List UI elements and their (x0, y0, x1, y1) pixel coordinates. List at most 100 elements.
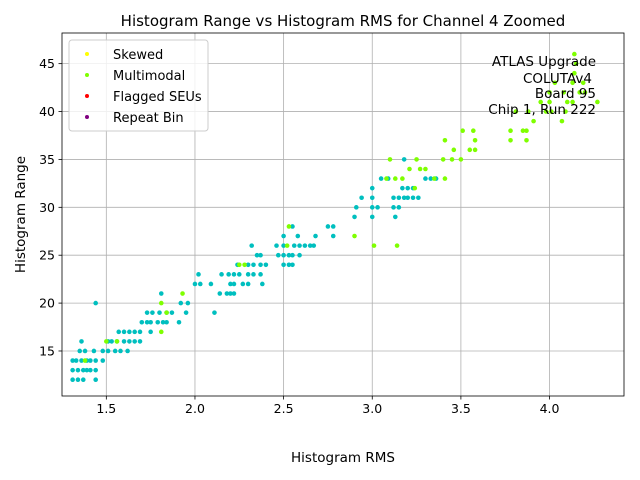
data-point-normal (228, 281, 233, 287)
data-point-multimodal (543, 109, 549, 114)
data-point-normal (251, 272, 256, 277)
data-point-normal (176, 319, 182, 325)
data-point-normal (219, 272, 224, 277)
legend-marker-repeat-bin (85, 115, 89, 119)
data-point-normal (405, 195, 411, 201)
data-point-multimodal (412, 185, 418, 191)
data-point-normal (185, 300, 191, 306)
data-point-multimodal (114, 339, 120, 344)
data-point-normal (286, 252, 292, 258)
legend-label-multimodal: Multimodal (113, 69, 185, 84)
data-point-normal (263, 262, 269, 268)
data-point-normal (79, 339, 84, 344)
y-tick-label: 40 (39, 104, 55, 119)
data-point-normal (116, 329, 122, 335)
data-point-normal (148, 329, 153, 335)
data-point-normal (369, 185, 375, 191)
data-point-multimodal (82, 358, 88, 363)
data-point-normal (109, 339, 114, 344)
data-point-multimodal (284, 243, 290, 248)
data-point-normal (260, 281, 265, 287)
data-point-normal (75, 377, 81, 383)
data-point-multimodal (449, 157, 455, 162)
y-tick-label: 45 (39, 56, 55, 71)
y-tick-label: 25 (39, 248, 55, 263)
data-point-normal (236, 272, 242, 277)
data-point-normal (150, 310, 155, 315)
data-point-normal (281, 243, 286, 248)
y-tick-label: 30 (39, 200, 55, 215)
data-point-normal (112, 348, 118, 354)
data-point-multimodal (582, 90, 588, 95)
data-point-multimodal (458, 157, 464, 162)
chart-title: Histogram Range vs Histogram RMS for Cha… (121, 12, 566, 30)
data-point-normal (295, 233, 301, 239)
data-point-normal (139, 319, 145, 325)
y-axis-label: Histogram Range (13, 156, 29, 273)
data-point-normal (155, 319, 161, 325)
data-point-multimodal (577, 90, 582, 95)
data-point-normal (391, 195, 396, 201)
data-point-normal (249, 243, 254, 248)
data-point-multimodal (467, 147, 473, 153)
legend-label-skewed: Skewed (113, 48, 163, 63)
annotation-line-4: Chip 1, Run 222 (488, 102, 596, 118)
data-point-normal (375, 205, 380, 210)
data-point-normal (290, 224, 295, 229)
data-point-normal (396, 195, 402, 201)
data-point-normal (369, 195, 375, 201)
y-tick-label: 15 (39, 343, 55, 358)
data-point-multimodal (520, 128, 526, 133)
data-point-multimodal (531, 118, 536, 124)
legend-label-repeat-bin: Repeat Bin (113, 111, 184, 126)
data-point-multimodal (414, 157, 419, 162)
data-point-multimodal (180, 291, 185, 296)
data-point-multimodal (572, 51, 577, 57)
data-point-normal (118, 348, 123, 354)
annotation-line-1: ATLAS Upgrade (492, 54, 596, 70)
data-point-multimodal (595, 99, 600, 105)
data-point-normal (240, 281, 246, 287)
data-point-normal (157, 310, 162, 315)
data-point-normal (82, 348, 88, 354)
data-point-normal (352, 214, 357, 220)
data-points-layer (70, 51, 600, 383)
data-point-normal (245, 262, 251, 268)
data-point-multimodal (432, 176, 437, 181)
data-point-multimodal (549, 109, 554, 114)
data-point-normal (254, 252, 260, 258)
x-axis-label: Histogram RMS (291, 450, 395, 466)
data-point-normal (84, 367, 90, 373)
data-point-normal (148, 319, 153, 325)
data-point-normal (226, 272, 231, 277)
data-point-normal (311, 243, 317, 248)
y-tick-label: 35 (39, 152, 55, 167)
data-point-normal (164, 319, 169, 325)
data-point-normal (245, 272, 251, 277)
data-point-normal (400, 185, 405, 191)
data-point-multimodal (513, 109, 519, 114)
data-point-normal (80, 367, 86, 373)
x-tick-label: 4.0 (540, 401, 560, 416)
data-point-normal (93, 377, 98, 383)
data-point-normal (127, 329, 132, 335)
data-point-normal (275, 252, 281, 258)
x-tick-label: 3.0 (362, 401, 382, 416)
legend-marker-skewed (85, 52, 89, 56)
data-point-multimodal (442, 137, 448, 143)
data-point-multimodal (538, 99, 543, 105)
data-point-multimodal (384, 176, 389, 181)
data-point-normal (160, 319, 166, 325)
data-point-multimodal (423, 166, 428, 172)
data-point-multimodal (371, 243, 377, 248)
data-point-normal (258, 262, 263, 268)
data-point-normal (158, 291, 164, 296)
data-point-normal (70, 377, 75, 383)
data-point-normal (410, 195, 416, 201)
data-point-multimodal (387, 157, 393, 162)
data-point-multimodal (242, 262, 247, 268)
data-point-normal (137, 339, 143, 344)
data-point-normal (274, 243, 279, 248)
